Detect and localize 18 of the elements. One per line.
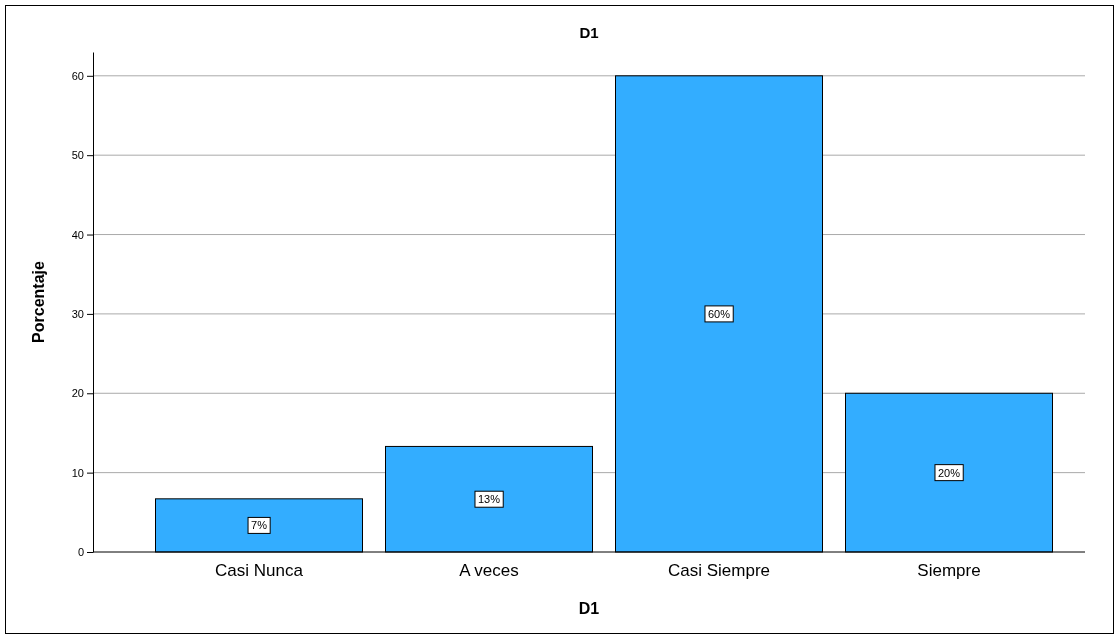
- y-tick-label: 30: [71, 307, 84, 320]
- data-label: 20%: [937, 466, 961, 479]
- y-tick-label: 60: [71, 69, 84, 82]
- y-tick-label: 0: [77, 546, 84, 559]
- x-axis-title: D1: [578, 600, 600, 617]
- y-tick-label: 50: [71, 149, 84, 162]
- chart-title: D1: [579, 24, 599, 41]
- y-axis-title: Porcentaje: [30, 260, 47, 343]
- data-label: 13%: [477, 493, 501, 506]
- data-label: 60%: [707, 307, 731, 320]
- y-tick-label: 40: [71, 228, 84, 241]
- data-label: 7%: [251, 519, 268, 532]
- y-tick-label: 10: [71, 466, 84, 479]
- x-tick-label: Casi Siempre: [667, 561, 771, 581]
- x-tick-label: Siempre: [917, 561, 981, 581]
- x-tick-label: Casi Nunca: [215, 561, 304, 581]
- x-tick-label: A veces: [459, 561, 519, 581]
- y-tick-label: 20: [71, 387, 84, 400]
